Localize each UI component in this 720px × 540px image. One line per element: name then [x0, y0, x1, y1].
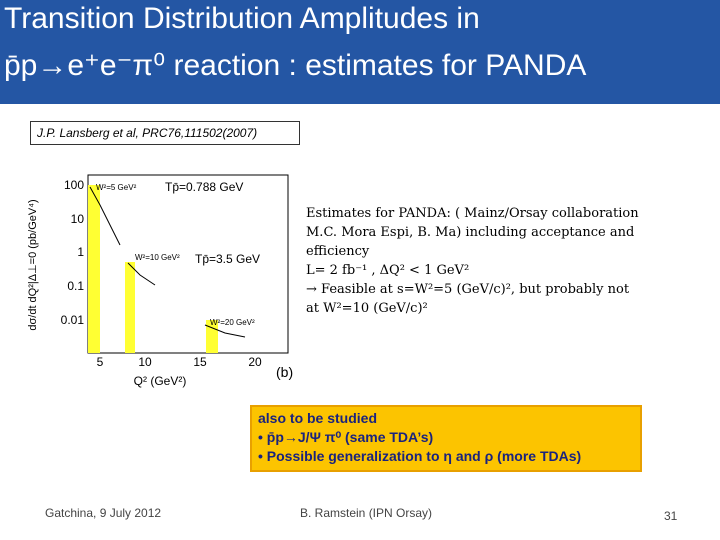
y-tick-label: 0.1 — [67, 279, 84, 293]
x-tick-label: 5 — [97, 355, 104, 369]
note-line: • Possible generalization to η and ρ (mo… — [258, 448, 582, 464]
y-tick-label: 1 — [77, 245, 84, 259]
annotation: W²=20 GeV² — [210, 318, 255, 327]
bar — [125, 262, 135, 353]
bar — [88, 185, 100, 353]
estimate-line: L= 2 fb⁻¹ , ΔQ² < 1 GeV² — [306, 263, 470, 278]
annotation: W²=5 GeV² — [96, 183, 137, 192]
x-axis-label: Q² (GeV²) — [134, 374, 187, 388]
x-tick-label: 15 — [193, 355, 207, 369]
bar — [206, 320, 218, 353]
y-tick-label: 10 — [71, 212, 85, 226]
x-tick-label: 20 — [248, 355, 262, 369]
header-band — [0, 0, 720, 104]
curve — [127, 262, 156, 286]
footer-center: B. Ramstein (IPN Orsay) — [300, 506, 433, 520]
estimate-line: → Feasible at s=W²=5 (GeV/c)², but proba… — [306, 282, 630, 297]
estimate-line: M.C. Mora Espi, B. Ma) including accepta… — [306, 225, 635, 240]
estimate-line: at W²=10 (GeV/c)² — [306, 301, 428, 316]
estimate-line: efficiency — [306, 244, 370, 259]
estimate-line: Estimates for PANDA: ( Mainz/Orsay colla… — [306, 206, 639, 221]
note-line: also to be studied — [258, 410, 378, 426]
curve — [204, 324, 246, 338]
x-tick-label: 10 — [138, 355, 152, 369]
note-box — [250, 405, 642, 472]
citation: J.P. Lansberg et al, PRC76,111502(2007) — [30, 121, 300, 145]
y-tick-label: 0.01 — [61, 313, 85, 327]
plot-frame — [87, 174, 289, 354]
title: Transition Distribution Amplitudes in — [4, 2, 480, 35]
title: p̄p→e⁺e⁻π⁰ reaction : estimates for PAND… — [4, 49, 587, 82]
note-line: • p̄p→J/Ψ π⁰ (same TDA’s) — [258, 429, 434, 445]
annotation: W²=10 GeV² — [135, 253, 180, 262]
panel-label: (b) — [276, 364, 293, 380]
y-tick-label: 100 — [64, 178, 84, 192]
curve — [89, 186, 121, 246]
figure: 100 10 1 0.1 0.01 5 10 15 20 Q² (GeV²) (b) dσ/dt dQ… — [27, 174, 293, 388]
annotation: Tp̄=0.788 GeV — [165, 180, 243, 194]
y-axis-label: dσ/dt dQ²|Δ⊥=0 (pb/GeV⁴) — [27, 199, 39, 330]
footer-left: Gatchina, 9 July 2012 — [45, 506, 162, 520]
annotation: Tp̄=3.5 GeV — [195, 252, 260, 266]
page-number: 31 — [664, 509, 678, 523]
